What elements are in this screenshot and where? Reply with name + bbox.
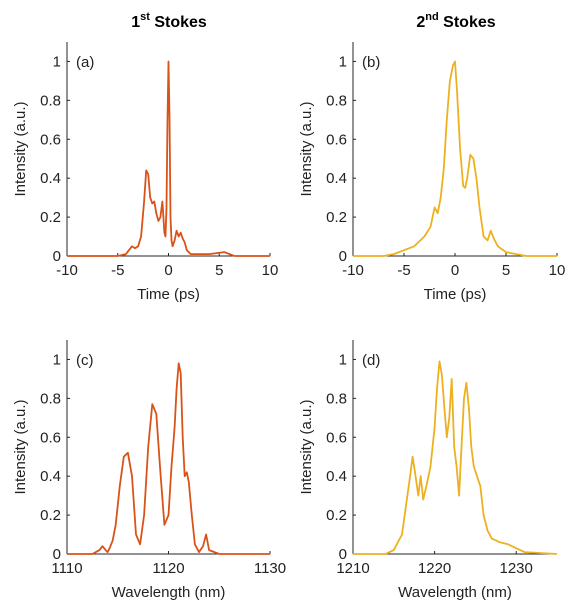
x-tick-label: 5 — [502, 262, 510, 279]
x-tick-label: 1130 — [254, 560, 286, 577]
x-tick-label: -10 — [342, 262, 364, 279]
x-axis-label: Wavelength (nm) — [112, 584, 226, 601]
panel-label: (a) — [76, 54, 94, 71]
chart-panel-3: 1210 1220 1230 0 0.2 0.4 0.6 0.8 1 Wavelength (nm… — [298, 340, 558, 601]
x-axis-label: Time (ps) — [137, 286, 200, 303]
x-tick-label: 1210 — [336, 560, 369, 577]
y-tick-label: 0.6 — [40, 429, 61, 446]
x-tick-label: 1230 — [500, 560, 533, 577]
y-tick-label: 1 — [339, 351, 347, 368]
y-axis-label: Intensity (a.u.) — [298, 399, 315, 494]
y-tick-label: 0 — [339, 546, 347, 563]
series-line — [67, 60, 270, 257]
x-tick-label: 0 — [164, 262, 172, 279]
column-title-2nd-stokes: 2nd Stokes — [416, 11, 495, 31]
x-tick-label: -10 — [56, 262, 78, 279]
x-tick-label: 10 — [549, 262, 566, 279]
x-tick-label: 1110 — [51, 560, 82, 577]
y-tick-label: 0.4 — [326, 170, 347, 187]
panel-label: (c) — [76, 352, 94, 369]
y-tick-label: 0.8 — [326, 92, 347, 109]
x-axis-label: Time (ps) — [424, 286, 487, 303]
series-line — [353, 60, 557, 257]
y-tick-label: 0.8 — [40, 92, 61, 109]
x-tick-label: 5 — [215, 262, 223, 279]
x-axis-label: Wavelength (nm) — [398, 584, 512, 601]
y-tick-label: 0.6 — [326, 131, 347, 148]
x-tick-label: -5 — [111, 262, 124, 279]
y-tick-label: 0.6 — [40, 131, 61, 148]
x-tick-label: -5 — [397, 262, 410, 279]
y-axis-label: Intensity (a.u.) — [298, 101, 315, 196]
x-tick-label: 10 — [262, 262, 279, 279]
y-tick-label: 0 — [53, 248, 61, 265]
y-tick-label: 0.6 — [326, 429, 347, 446]
x-tick-label: 0 — [451, 262, 459, 279]
y-tick-label: 0 — [53, 546, 61, 563]
y-tick-label: 0.8 — [40, 390, 61, 407]
y-tick-label: 0.4 — [326, 468, 347, 485]
y-tick-label: 0.4 — [40, 170, 61, 187]
panel-label: (d) — [362, 352, 380, 369]
column-title-1st-stokes: 1st Stokes — [131, 11, 207, 31]
chart-panel-0: -10 -5 0 5 10 0 0.2 0.4 0.6 0.8 1 Time (ps) Intensit… — [12, 42, 278, 303]
chart-panel-2: 1110 1120 1130 0 0.2 0.4 0.6 0.8 1 Wavelength (nm… — [12, 340, 286, 601]
y-tick-label: 0.2 — [326, 507, 347, 524]
series-line — [67, 362, 270, 555]
y-tick-label: 1 — [339, 53, 347, 70]
y-tick-label: 0.4 — [40, 468, 61, 485]
y-tick-label: 0.2 — [326, 209, 347, 226]
series-line — [353, 360, 558, 555]
chart-panel-1: -10 -5 0 5 10 0 0.2 0.4 0.6 0.8 1 Time (ps) Intensit… — [298, 42, 565, 303]
y-tick-label: 1 — [53, 351, 61, 368]
y-tick-label: 0.2 — [40, 209, 61, 226]
x-tick-label: 1220 — [418, 560, 451, 577]
y-tick-label: 0.2 — [40, 507, 61, 524]
y-tick-label: 0 — [339, 248, 347, 265]
panel-label: (b) — [362, 54, 380, 71]
y-tick-label: 1 — [53, 53, 61, 70]
y-tick-label: 0.8 — [326, 390, 347, 407]
x-tick-label: 1120 — [152, 560, 184, 577]
y-axis-label: Intensity (a.u.) — [12, 101, 29, 196]
y-axis-label: Intensity (a.u.) — [12, 399, 29, 494]
